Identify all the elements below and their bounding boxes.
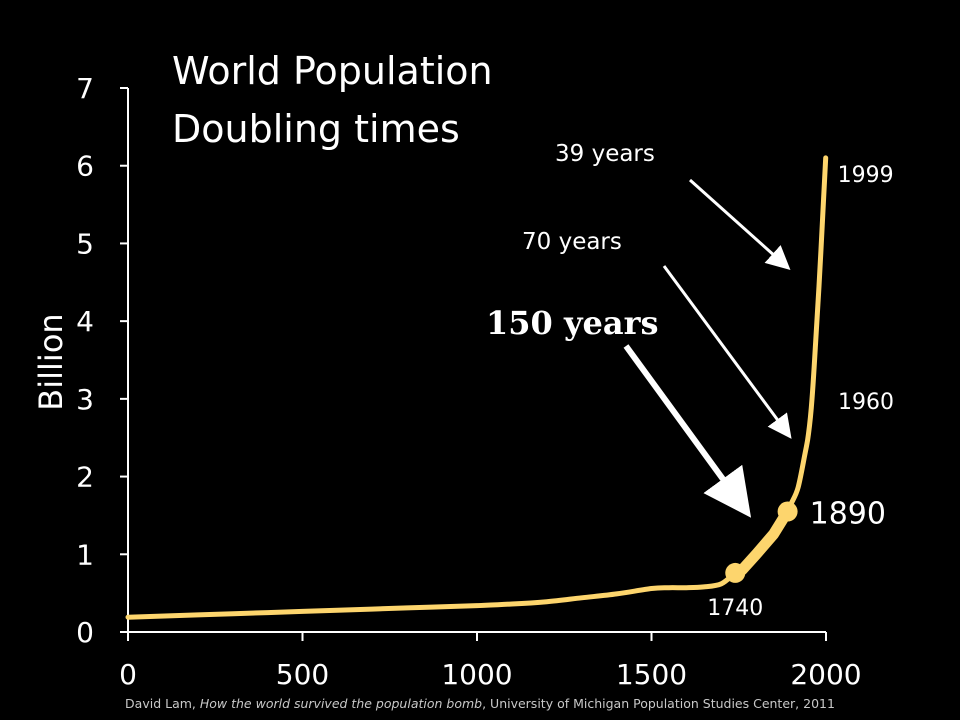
arrow-70-years (662, 265, 792, 439)
chart-title-line-1: World Population (172, 49, 493, 93)
year-label-1999: 1999 (838, 163, 894, 188)
x-tick-label: 1500 (616, 658, 687, 691)
year-marker (725, 562, 746, 583)
year-label-1740: 1740 (707, 596, 763, 621)
year-labels: 1740 1890 1960 1999 (707, 163, 894, 621)
x-tick-label: 0 (119, 658, 137, 691)
annotation-arrows (623, 178, 792, 518)
arrow-39-years (688, 178, 791, 271)
x-tick-label: 500 (276, 658, 329, 691)
arrow-150-years (623, 344, 752, 518)
population-curve (125, 155, 829, 620)
x-ticks: 0 500 1000 1500 2000 (119, 632, 862, 691)
y-tick-label: 2 (76, 461, 94, 494)
y-tick-label: 7 (76, 72, 94, 105)
annotation-70-years: 70 years (522, 229, 622, 255)
credit-work: How the world survived the population bo… (199, 696, 483, 711)
credit-author: David Lam, (125, 696, 200, 711)
y-tick-label: 0 (76, 616, 94, 649)
chart-title-line-2: Doubling times (172, 107, 460, 151)
annotation-39-years: 39 years (555, 141, 655, 167)
y-axis-label: Billion (32, 313, 70, 410)
x-tick-label: 2000 (790, 658, 861, 691)
source-credit: David Lam, How the world survived the po… (0, 696, 960, 711)
markers (725, 501, 798, 583)
x-tick-label: 1000 (441, 658, 512, 691)
year-label-1960: 1960 (838, 390, 894, 415)
axes (127, 88, 826, 633)
highlight-segment (729, 506, 794, 579)
y-tick-label: 6 (76, 150, 94, 183)
annotation-150-years: 150 years (486, 304, 659, 342)
year-label-1890: 1890 (810, 497, 886, 532)
y-tick-label: 5 (76, 227, 94, 260)
y-tick-label: 1 (76, 538, 94, 571)
y-tick-label: 3 (76, 383, 94, 416)
year-marker (777, 501, 798, 522)
y-tick-label: 4 (76, 305, 94, 338)
credit-publisher: , University of Michigan Population Stud… (482, 696, 835, 711)
y-ticks: 0 1 2 3 4 5 6 7 (76, 72, 128, 649)
